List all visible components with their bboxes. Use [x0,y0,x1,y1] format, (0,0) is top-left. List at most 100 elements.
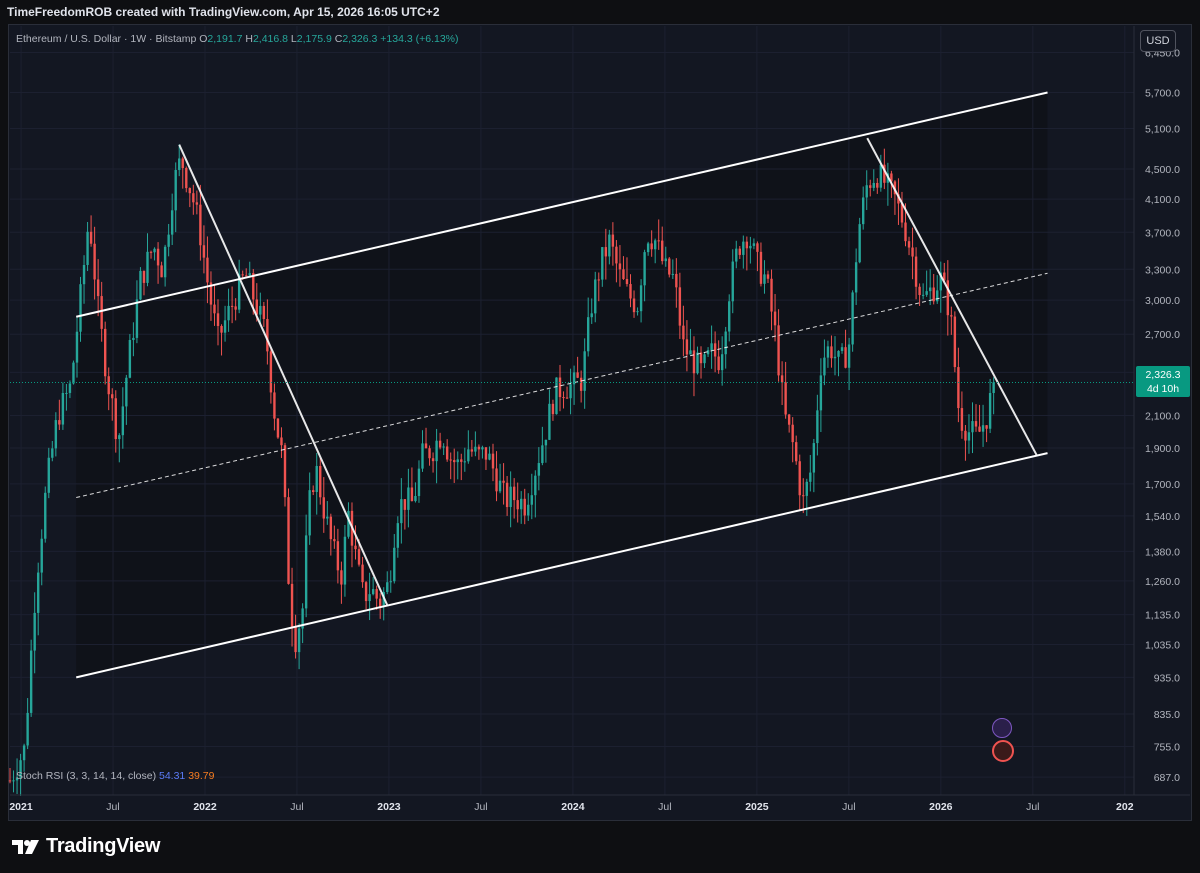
candle-body [608,234,611,257]
candle-body [474,446,477,452]
stoch-rsi-label: Stoch RSI (3, 3, 14, 14, close) [16,770,157,782]
candle-body [671,273,675,275]
time-tick-label: 2022 [193,801,217,813]
channel-upper-line [76,91,1048,318]
candle-body [992,382,995,394]
time-tick-label: Jul [1026,801,1039,813]
candle-body [463,461,467,463]
lightning-event-icon[interactable] [992,718,1012,738]
candle-body [79,284,82,332]
price-tick-label: 3,700.0 [1145,227,1180,239]
candle-body [586,317,590,352]
candle-body [357,549,361,565]
candle-body [735,248,738,262]
candle-body [840,347,844,351]
candle-body [988,393,992,429]
candle-body [696,352,699,374]
candle-body [625,279,629,285]
candle-body [505,482,509,508]
candle-body [96,279,100,297]
candle-body [333,539,336,542]
candle-body [227,305,230,321]
symbol-legend[interactable]: Ethereum / U.S. Dollar · 1W · Bitstamp O… [16,33,459,45]
candle-body [449,459,452,461]
candle-body [100,296,103,329]
candle-body [223,320,227,333]
candle-body [121,406,125,436]
candle-body [918,286,921,296]
candle-body [802,495,805,497]
candle-body [287,497,290,584]
candle-body [111,394,114,399]
downtrend-line [866,137,1038,456]
candle-body [435,440,438,462]
candle-body [410,487,414,502]
candle-body [297,628,301,653]
candle-body [703,354,706,364]
price-tick-label: 3,000.0 [1145,295,1180,307]
last-price-tag: 2,326.3 4d 10h [1136,366,1190,397]
price-tick-label: 1,380.0 [1145,546,1180,558]
candle-body [33,612,36,651]
price-tick-label: 5,100.0 [1145,123,1180,135]
candle-body [780,375,784,383]
candle-body [520,498,523,510]
candle-body [22,745,26,761]
candle-body [44,492,47,539]
candle-body [819,375,823,411]
candle-body [403,499,407,510]
candle-body [248,273,251,276]
candle-body [615,246,618,264]
us-flag-event-icon[interactable] [992,740,1014,762]
candle-body [283,445,287,498]
candle-body [720,354,724,371]
candle-body [699,352,703,364]
candle-body [375,589,378,599]
stoch-rsi-legend[interactable]: Stoch RSI (3, 3, 14, 14, close) 54.31 39… [16,770,214,782]
candle-body [15,777,19,781]
candle-body [731,261,734,302]
candle-body [784,382,787,415]
candle-body [787,414,791,425]
candle-body [481,447,484,450]
candle-body [657,240,660,242]
currency-button[interactable]: USD [1140,30,1176,52]
candle-body [858,224,861,263]
candle-body [879,164,883,188]
candle-body [678,287,682,326]
candle-body [837,350,840,357]
candle-body [89,231,93,244]
candle-body [58,420,61,425]
candle-body [276,418,280,438]
price-tick-label: 687.0 [1154,772,1180,784]
channel-lower-line [76,452,1048,679]
bar-countdown: 4d 10h [1146,383,1180,395]
candle-body [364,582,368,602]
candle-body [904,222,907,242]
price-tick-label: 5,700.0 [1145,87,1180,99]
candle-body [72,362,75,384]
candle-body [414,496,417,502]
channel-median-line [76,272,1048,499]
candle-body [262,305,266,320]
candle-body [632,298,636,313]
price-axis: 6,450.05,700.05,100.04,500.04,100.03,700… [1145,47,1180,784]
price-tick-label: 1,700.0 [1145,479,1180,491]
candle-body [237,274,241,310]
candle-body [639,285,643,312]
candle-body [833,356,837,359]
footer-bar [0,821,1200,873]
price-tick-label: 835.0 [1154,709,1180,721]
candle-body [329,516,333,540]
candle-body [202,245,206,258]
candle-body [928,287,932,292]
candle-body [576,372,579,378]
candle-body [354,545,357,550]
candle-body [290,583,294,627]
candle-body [453,460,456,463]
candle-body [773,311,777,326]
candle-body [125,377,128,407]
candle-body [396,523,400,548]
candle-body [569,384,572,399]
